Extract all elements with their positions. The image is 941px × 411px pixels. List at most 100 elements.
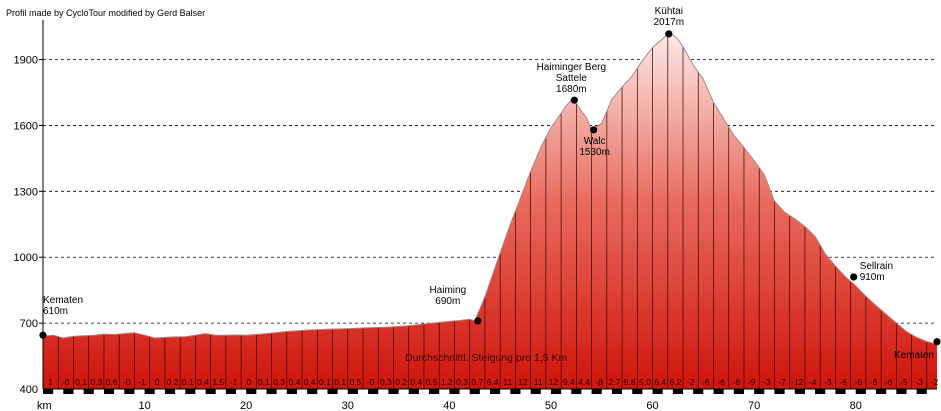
y-tick-label: 700 [20,318,38,330]
km-ruler-block [164,389,176,394]
waypoint-label: Haiming [429,285,466,296]
km-ruler-block [794,389,805,394]
gradient-label: -1 [138,377,146,387]
waypoint-label: Sattele [556,73,588,84]
x-tick-label: 50 [545,400,557,411]
waypoint-marker [570,96,578,104]
km-ruler-block [185,389,196,394]
km-ruler-block [672,389,684,394]
km-ruler-block [530,389,541,394]
km-ruler-block [429,389,440,394]
waypoint-marker [850,273,858,281]
waypoint-label: 2017m [654,17,685,28]
gradient-label: 0.3 [380,377,392,387]
gradient-label: 0.3 [273,377,285,387]
x-axis-label: km [37,400,52,411]
average-gradient-note: Durchschnittl. Steigung pro 1,5 Km [405,352,568,364]
gradient-label: 0 [155,377,160,387]
gradient-label: 1.2 [441,377,453,387]
km-ruler-block [774,389,785,394]
gradient-label: 0.1 [258,377,270,387]
gradient-label: -5 [900,377,908,387]
gradient-label: 6.2 [669,377,681,387]
km-ruler-block [571,389,582,394]
gradient-labels: 1 -0 0.1 0.3 0.6 -0 -1 0 0.2 0.1 0.4 1.5 -1 0 0.1 0.3 0.… [48,377,938,387]
gradient-label: 0.1 [334,377,346,387]
waypoint-label: 1530m [579,147,610,158]
gradient-label: 1.5 [212,377,224,387]
km-ruler-block [266,389,277,394]
gradient-label: -6 [702,377,710,387]
credit-text: Profil made by CycloTour modified by Ger… [6,8,205,18]
km-ruler-block [652,389,663,394]
gradient-label: 0.4 [410,377,422,387]
km-ruler-block [124,389,135,394]
gradient-label: 0.4 [289,377,301,387]
gradient-label: -1 [230,377,238,387]
x-tick-label: 20 [240,400,252,411]
waypoint-marker [39,331,47,339]
km-ruler-block [611,389,623,394]
gradient-label: 0.2 [167,377,179,387]
gradient-label: -6 [854,377,862,387]
gradient-label: -4 [809,377,817,387]
gradient-label: -8 [595,377,603,387]
gradient-label: 0 [246,377,251,387]
gradient-label: 6.4 [487,377,499,387]
x-tick-label: 40 [443,400,455,411]
gradient-label: 11 [534,377,543,387]
y-tick-label: 1600 [14,120,38,132]
gradient-label: 0.5 [349,377,361,387]
km-ruler-block [205,389,216,394]
waypoint-label: Kematen [894,350,934,361]
waypoint-label: 610m [43,306,68,317]
km-ruler-block [835,389,846,394]
km-ruler-block [327,389,338,394]
gradient-label: -8 [733,377,741,387]
waypoint-label: Walc [584,136,606,147]
gradient-label: -3 [824,377,832,387]
km-ruler-block [408,389,419,394]
y-axis: 400 700 1000 1300 1600 1900 [14,20,44,396]
gradient-label: 0.1 [75,377,87,387]
gradient-label: 9.4 [563,377,575,387]
km-ruler-block [388,389,399,394]
gradient-label: 9.8 [624,377,636,387]
waypoint-label: Kühtai [655,6,683,17]
gradient-label: 0.7 [471,377,483,387]
waypoint-marker [665,30,673,38]
gradient-label: -12 [791,377,804,387]
gradient-label: 6.4 [654,377,666,387]
waypoint-label: Kematen [43,295,83,306]
km-ruler-block [225,389,237,394]
x-tick-label: 30 [342,400,354,411]
gradient-label: 2.7 [609,377,621,387]
km-ruler-block [733,389,744,394]
gradient-label: 0.1 [319,377,331,387]
elevation-outline [42,33,938,345]
gradient-label: -6 [717,377,725,387]
gradient-label: 0.1 [182,377,194,387]
gradient-label: 0.3 [90,377,102,387]
km-ruler-block [815,389,826,394]
gradient-label: -9 [748,377,756,387]
gradient-label: 0.4 [304,377,316,387]
gradient-label: -3 [915,377,923,387]
km-ruler-block [63,389,74,394]
x-tick-label: 60 [646,400,658,411]
x-tick-label: 70 [748,400,760,411]
gradient-label: -0 [123,377,131,387]
gradient-label: -6 [885,377,893,387]
km-ruler-block [347,389,358,394]
km-ruler-block [286,389,297,394]
km-ruler-block [855,389,866,394]
y-tick-label: 1000 [14,252,38,264]
waypoint-label: Haiminger Berg [537,62,606,73]
elevation-area [43,33,937,390]
gradient-label: -0 [62,377,70,387]
x-tick-label: 10 [138,400,150,411]
km-ruler-block [591,389,602,394]
gradient-label: 0.3 [456,377,468,387]
km-ruler-block [490,389,501,394]
km-ruler-block [632,389,643,394]
